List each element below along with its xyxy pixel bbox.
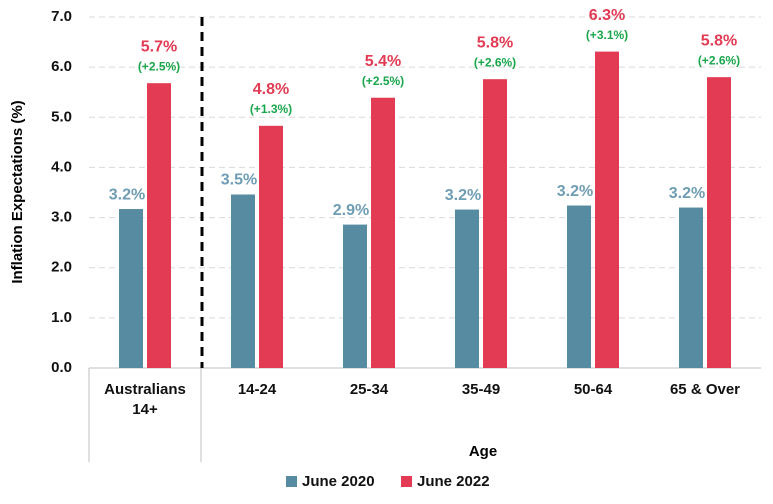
x-tick-label: 50-64: [573, 381, 613, 398]
y-axis-label: Inflation Expectations (%): [9, 100, 26, 283]
change-label: (+2.5%): [138, 59, 180, 73]
y-tick-label: 2.0: [51, 259, 72, 276]
bar: [147, 83, 171, 368]
value-label: 2.9%: [333, 202, 369, 219]
y-tick-label: 5.0: [51, 108, 72, 125]
legend-swatch: [401, 476, 412, 487]
y-tick-label: 4.0: [51, 158, 72, 175]
bar: [371, 97, 395, 368]
y-tick-label: 6.0: [51, 58, 72, 75]
value-label: 3.2%: [445, 187, 481, 204]
value-label: 5.4%: [365, 53, 401, 70]
value-label: 3.2%: [669, 185, 705, 202]
value-label: 4.8%: [253, 81, 289, 98]
bar: [707, 77, 731, 369]
x-tick-label: Australians 14+: [104, 381, 186, 418]
y-tick-label: 1.0: [51, 309, 72, 326]
change-label: (+1.3%): [250, 102, 292, 116]
x-tick-label: 14-24: [237, 381, 277, 398]
bar: [119, 209, 143, 368]
change-label: (+2.6%): [474, 55, 516, 69]
value-label: 6.3%: [589, 7, 625, 24]
value-label: 3.2%: [109, 186, 145, 203]
bar: [343, 224, 367, 368]
bar: [259, 125, 283, 368]
legend-label: June 2020: [302, 473, 375, 490]
change-label: (+2.5%): [362, 74, 404, 88]
bar: [679, 207, 703, 368]
change-label: (+3.1%): [586, 28, 628, 42]
bar: [483, 79, 507, 369]
value-label: 3.2%: [557, 183, 593, 200]
value-label: 5.7%: [141, 38, 177, 55]
bar: [455, 209, 479, 368]
x-axis-label: Age: [469, 443, 497, 460]
value-label: 5.8%: [701, 32, 737, 49]
value-label: 5.8%: [477, 34, 513, 51]
legend-label: June 2022: [417, 473, 490, 490]
x-tick-label: 25-34: [349, 381, 389, 398]
bar: [567, 205, 591, 368]
value-label: 3.5%: [221, 172, 257, 189]
bar: [231, 194, 255, 368]
y-tick-label: 7.0: [51, 8, 72, 25]
y-tick-label: 3.0: [51, 209, 72, 226]
legend-swatch: [286, 476, 297, 487]
y-tick-label: 0.0: [51, 359, 72, 376]
x-tick-label: 65 & Over: [669, 381, 741, 398]
x-tick-label: 35-49: [461, 381, 501, 398]
bar: [595, 51, 619, 368]
change-label: (+2.6%): [698, 53, 740, 67]
